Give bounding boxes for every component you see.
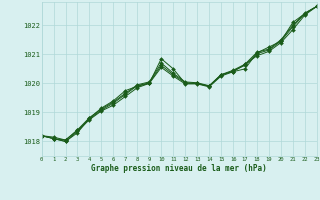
X-axis label: Graphe pression niveau de la mer (hPa): Graphe pression niveau de la mer (hPa) bbox=[91, 164, 267, 173]
